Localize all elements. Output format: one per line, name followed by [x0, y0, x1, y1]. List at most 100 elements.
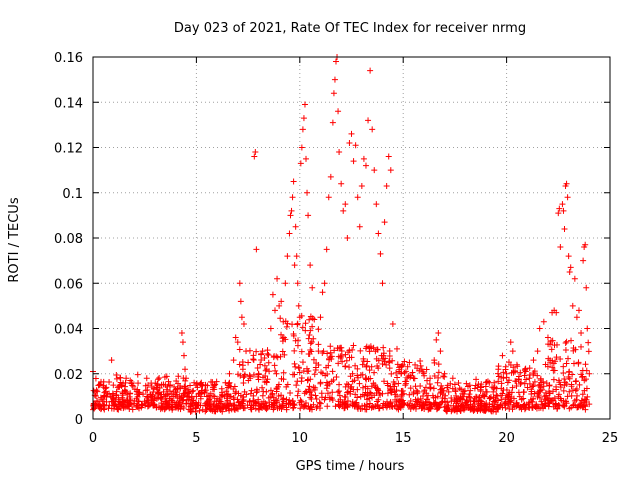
data-point	[487, 395, 494, 402]
data-point	[304, 377, 311, 384]
data-point	[196, 407, 203, 414]
data-point	[362, 162, 369, 169]
data-point	[581, 387, 588, 394]
data-point	[270, 399, 277, 406]
data-point	[572, 378, 579, 385]
data-point	[264, 347, 271, 354]
data-point	[534, 348, 541, 355]
data-point	[336, 345, 343, 352]
data-point	[380, 352, 387, 359]
data-point	[541, 393, 548, 400]
data-point	[293, 253, 300, 260]
data-point	[475, 397, 482, 404]
data-point	[109, 394, 116, 401]
data-point	[573, 396, 580, 403]
data-point	[336, 149, 343, 156]
data-point	[274, 275, 281, 282]
data-point	[429, 392, 436, 399]
data-point	[524, 384, 531, 391]
data-point	[182, 383, 189, 390]
data-point	[352, 362, 359, 369]
data-point	[412, 383, 419, 390]
data-point	[461, 390, 468, 397]
data-point	[263, 379, 270, 386]
data-point	[553, 383, 560, 390]
data-point	[335, 108, 342, 115]
data-point	[354, 405, 361, 412]
data-point	[449, 375, 456, 382]
data-point	[219, 389, 226, 396]
data-point	[150, 402, 157, 409]
data-point	[568, 337, 575, 344]
data-point	[536, 394, 543, 401]
data-point	[375, 230, 382, 237]
data-point	[468, 405, 475, 412]
data-point	[569, 371, 576, 378]
data-point	[373, 389, 380, 396]
data-point	[452, 388, 459, 395]
data-point	[325, 362, 332, 369]
data-point	[569, 387, 576, 394]
data-point	[263, 388, 270, 395]
data-point	[561, 376, 568, 383]
data-point	[259, 384, 266, 391]
data-point	[180, 405, 187, 412]
data-point	[489, 408, 496, 415]
y-tick-label: 0.06	[54, 277, 83, 292]
data-point	[131, 386, 138, 393]
data-point	[94, 397, 101, 404]
data-point	[106, 379, 113, 386]
data-point	[585, 348, 592, 355]
data-point	[544, 334, 551, 341]
data-point	[324, 350, 331, 357]
data-point	[384, 402, 391, 409]
data-point	[357, 371, 364, 378]
data-point	[306, 331, 313, 338]
data-point	[473, 376, 480, 383]
data-point	[570, 344, 577, 351]
data-point	[551, 367, 558, 374]
data-point	[387, 167, 394, 174]
data-point	[236, 346, 243, 353]
data-point	[335, 353, 342, 360]
data-point	[379, 280, 386, 287]
data-point	[482, 407, 489, 414]
data-point	[375, 365, 382, 372]
data-point	[225, 402, 232, 409]
data-point	[165, 378, 172, 385]
data-point	[306, 389, 313, 396]
data-point	[271, 362, 278, 369]
data-point	[279, 348, 286, 355]
data-point	[442, 392, 449, 399]
data-point	[389, 357, 396, 364]
data-point	[224, 391, 231, 398]
data-point	[371, 167, 378, 174]
data-point	[265, 359, 272, 366]
data-point	[150, 385, 157, 392]
data-point	[303, 155, 310, 162]
data-point	[561, 382, 568, 389]
data-point	[329, 368, 336, 375]
data-point	[358, 182, 365, 189]
data-point	[322, 372, 329, 379]
data-point	[466, 394, 473, 401]
data-point	[154, 386, 161, 393]
data-point	[363, 401, 370, 408]
data-point	[441, 370, 448, 377]
data-point	[380, 344, 387, 351]
data-point	[344, 404, 351, 411]
data-point	[482, 388, 489, 395]
data-point	[301, 101, 308, 108]
data-point	[525, 404, 532, 411]
data-point	[135, 391, 142, 398]
data-point	[357, 347, 364, 354]
data-point	[582, 241, 589, 248]
data-point	[354, 394, 361, 401]
data-point	[469, 405, 476, 412]
data-point	[568, 381, 575, 388]
data-point	[553, 400, 560, 407]
data-point	[285, 401, 292, 408]
data-point	[293, 382, 300, 389]
data-point	[364, 396, 371, 403]
data-point	[430, 385, 437, 392]
